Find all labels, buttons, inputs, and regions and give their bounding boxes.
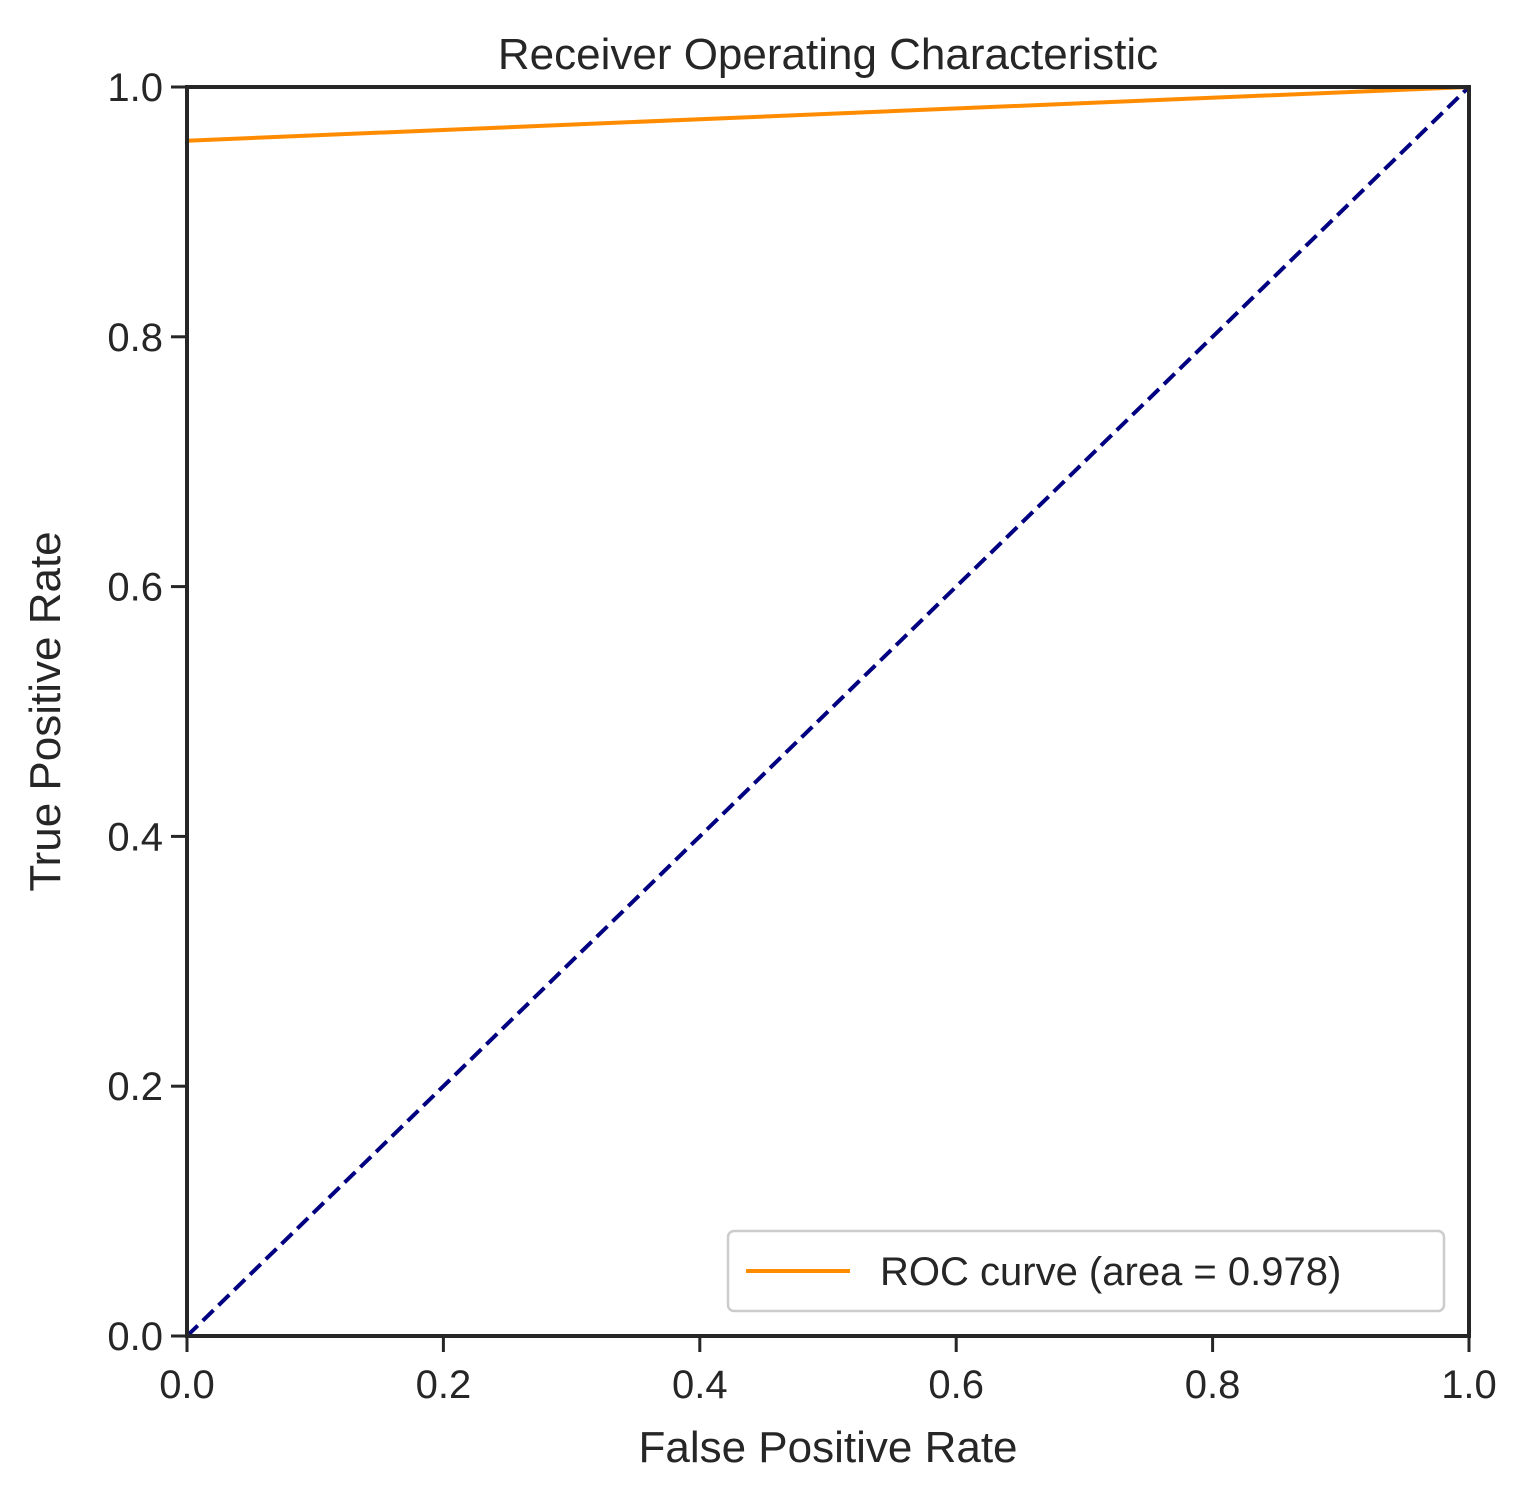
y-tick-label: 0.0 (107, 1315, 163, 1359)
x-tick-label: 0.8 (1185, 1363, 1241, 1407)
x-tick-label: 0.0 (159, 1363, 215, 1407)
y-tick-label: 0.6 (107, 566, 163, 610)
y-tick-label: 1.0 (107, 66, 163, 110)
y-tick-label: 0.2 (107, 1065, 163, 1109)
series-group (185, 85, 1471, 1338)
y-tick-label: 0.4 (107, 815, 163, 859)
plot-frame (185, 85, 1471, 1338)
legend-box (726, 1229, 1446, 1313)
y-tick-label: 0.8 (107, 316, 163, 360)
x-tick-label: 0.2 (416, 1363, 472, 1407)
y-axis-title: True Positive Rate (21, 531, 70, 891)
legend-label-roc: ROC curve (area = 0.978) (880, 1250, 1341, 1294)
x-tick-label: 0.6 (928, 1363, 984, 1407)
x-tick-label: 1.0 (1441, 1363, 1497, 1407)
chart-title: Receiver Operating Characteristic (498, 30, 1158, 79)
x-axis-title: False Positive Rate (638, 1423, 1017, 1472)
ticks-group: 0.0 0.2 0.4 0.6 0.8 1.0 0.0 0.2 0.4 0.6 0.8 1.0 (107, 66, 1496, 1407)
chance-diagonal-line (185, 85, 1471, 1338)
x-tick-label: 0.4 (672, 1363, 728, 1407)
legend: ROC curve (area = 0.978) (726, 1229, 1446, 1313)
